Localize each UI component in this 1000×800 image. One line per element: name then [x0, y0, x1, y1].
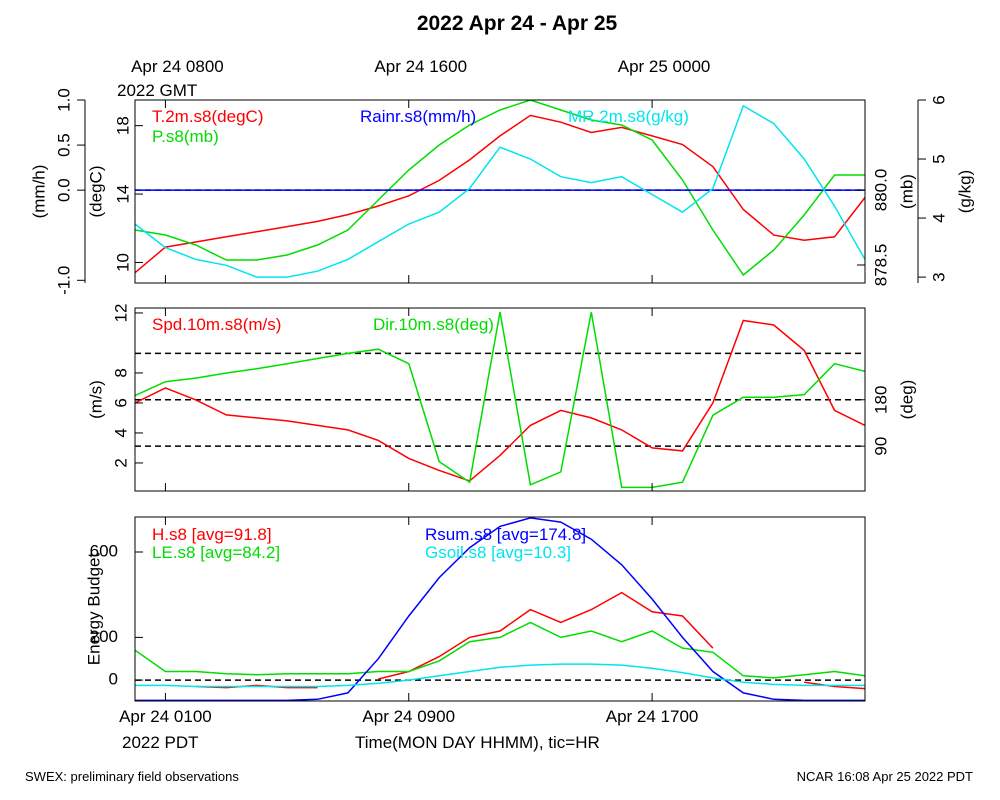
footer-left: SWEX: preliminary field observations [25, 769, 239, 784]
series-line [135, 663, 865, 688]
x-axis-label: Time(MON DAY HHMM), tic=HR [355, 733, 600, 752]
y-tick-label: 90 [871, 437, 890, 456]
series-line [135, 100, 865, 277]
y-tick-label: 12 [111, 303, 130, 322]
y-tick-label: 600 [90, 541, 118, 560]
y-tick-label: 1.0 [54, 88, 73, 112]
series-line [135, 621, 865, 679]
y-tick-label: 6 [111, 398, 130, 407]
y-tick-label: 4 [111, 428, 130, 437]
y-tick-label: 5 [929, 154, 948, 163]
y-tick-label: 3 [929, 272, 948, 281]
x-tick-label: Apr 24 1700 [606, 707, 699, 726]
y-tick-label: 0 [109, 670, 118, 689]
y-tick-label: 180 [871, 386, 890, 414]
plot-frame [134, 516, 866, 702]
footer-right: NCAR 16:08 Apr 25 2022 PDT [797, 769, 973, 784]
legend-entry: MR.2m.s8(g/kg) [568, 107, 689, 126]
legend-entry: T.2m.s8(degC) [152, 107, 263, 126]
x-tick-label: Apr 24 0100 [119, 707, 212, 726]
series-line [135, 114, 865, 274]
top-x-tick-label: Apr 24 1600 [374, 57, 467, 76]
y-tick-label: 4 [929, 213, 948, 222]
y-axis-label: (mb) [897, 174, 916, 209]
series-line [135, 319, 865, 482]
legend-entry: Rainr.s8(mm/h) [360, 107, 476, 126]
plot-frame [134, 99, 866, 284]
y-axis-label: (g/kg) [955, 170, 974, 213]
y-axis-label: (degC) [86, 166, 105, 218]
top-x-tick-note: 2022 GMT [117, 81, 197, 100]
legend-entry: Dir.10m.s8(deg) [373, 315, 494, 334]
y-tick-label: 0.5 [54, 133, 73, 157]
legend-entry: LE.s8 [avg=84.2] [152, 543, 280, 562]
y-tick-label: 880.0 [871, 169, 890, 212]
y-tick-label: 10 [113, 253, 132, 272]
y-tick-label: 8 [111, 368, 130, 377]
y-tick-label: 14 [113, 185, 132, 204]
top-x-tick-label: Apr 24 0800 [131, 57, 224, 76]
legend-entry: Rsum.s8 [avg=174.8] [425, 525, 586, 544]
y-axis-label: Energy Budget [84, 552, 103, 665]
y-axis-label: (mm/h) [29, 165, 48, 219]
y-axis-label: (m/s) [86, 380, 105, 419]
top-x-tick-label: Apr 25 0000 [618, 57, 711, 76]
y-tick-label: 18 [113, 116, 132, 135]
y-tick-label: 0.0 [54, 178, 73, 202]
y-tick-label: 878.5 [871, 244, 890, 287]
legend-entry: Spd.10m.s8(m/s) [152, 315, 281, 334]
chart-title: 2022 Apr 24 - Apr 25 [417, 12, 618, 35]
series-line [135, 517, 865, 701]
series-line [135, 311, 865, 489]
y-tick-label: -1.0 [54, 266, 73, 295]
legend-entry: P.s8(mb) [152, 127, 219, 146]
y-axis-label: (deg) [897, 380, 916, 420]
y-tick-label: 2 [111, 458, 130, 467]
legend-entry: Gsoil.s8 [avg=10.3] [425, 543, 571, 562]
series-line [135, 104, 865, 278]
x-tick-note: 2022 PDT [122, 733, 199, 752]
x-tick-label: Apr 24 0900 [362, 707, 455, 726]
y-tick-label: 200 [90, 627, 118, 646]
legend-entry: H.s8 [avg=91.8] [152, 525, 272, 544]
y-tick-label: 6 [929, 95, 948, 104]
